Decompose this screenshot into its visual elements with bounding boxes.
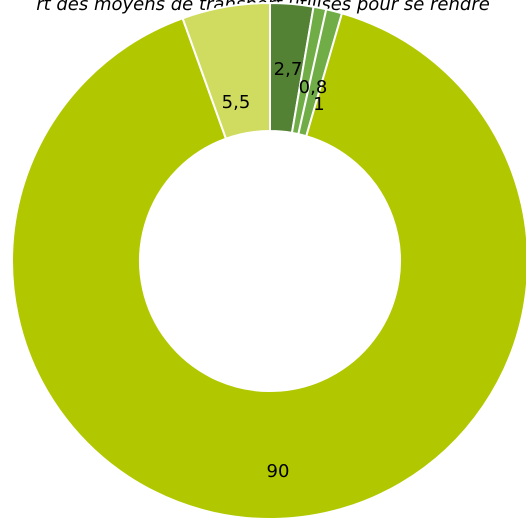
data-label-2: 1 [313, 94, 324, 115]
data-labels: 2,70,81 90 5,5 [222, 59, 328, 482]
doughnut-slices [11, 1, 526, 520]
data-label-4: 5,5 [222, 92, 251, 113]
data-label-3: 90 [267, 461, 290, 482]
slice-3 [11, 12, 526, 520]
data-label-0: 2,7 [274, 59, 303, 80]
data-label-1: 0,8 [299, 77, 328, 98]
slice-4 [181, 1, 271, 140]
